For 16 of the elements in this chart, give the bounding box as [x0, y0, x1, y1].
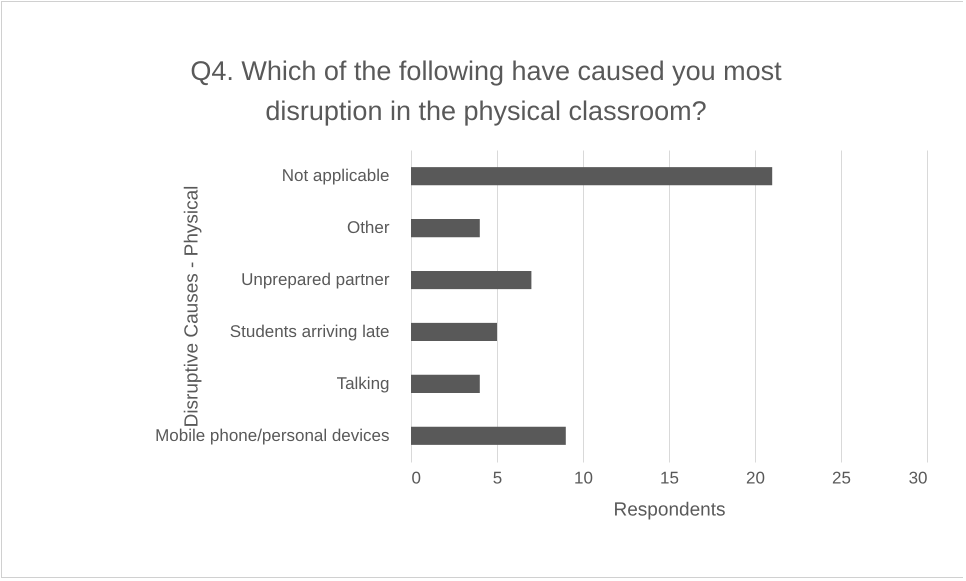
x-tick-label: 15	[660, 468, 679, 488]
y-tick-label: Unprepared partner	[241, 270, 390, 290]
y-axis-title: Disruptive Causes - Physical	[182, 186, 202, 428]
x-tick-label: 20	[746, 468, 765, 488]
y-tick-label: Other	[346, 218, 390, 238]
y-tick-label: Talking	[336, 374, 390, 393]
x-tick-label: 5	[492, 468, 502, 488]
x-tick-label: 30	[908, 468, 928, 488]
y-tick-label: Not applicable	[282, 166, 390, 186]
x-axis-title: Respondents	[614, 500, 726, 520]
x-tick-label: 0	[412, 468, 421, 488]
chart-title: Q4. Which of the following have caused you most disruption in the physical classroom?	[190, 56, 782, 126]
y-tick-label: Students arriving late	[230, 322, 390, 341]
x-tick-label: 10	[574, 468, 593, 488]
y-tick-label: Mobile phone/personal devices	[155, 426, 390, 445]
x-tick-label: 25	[832, 468, 851, 488]
